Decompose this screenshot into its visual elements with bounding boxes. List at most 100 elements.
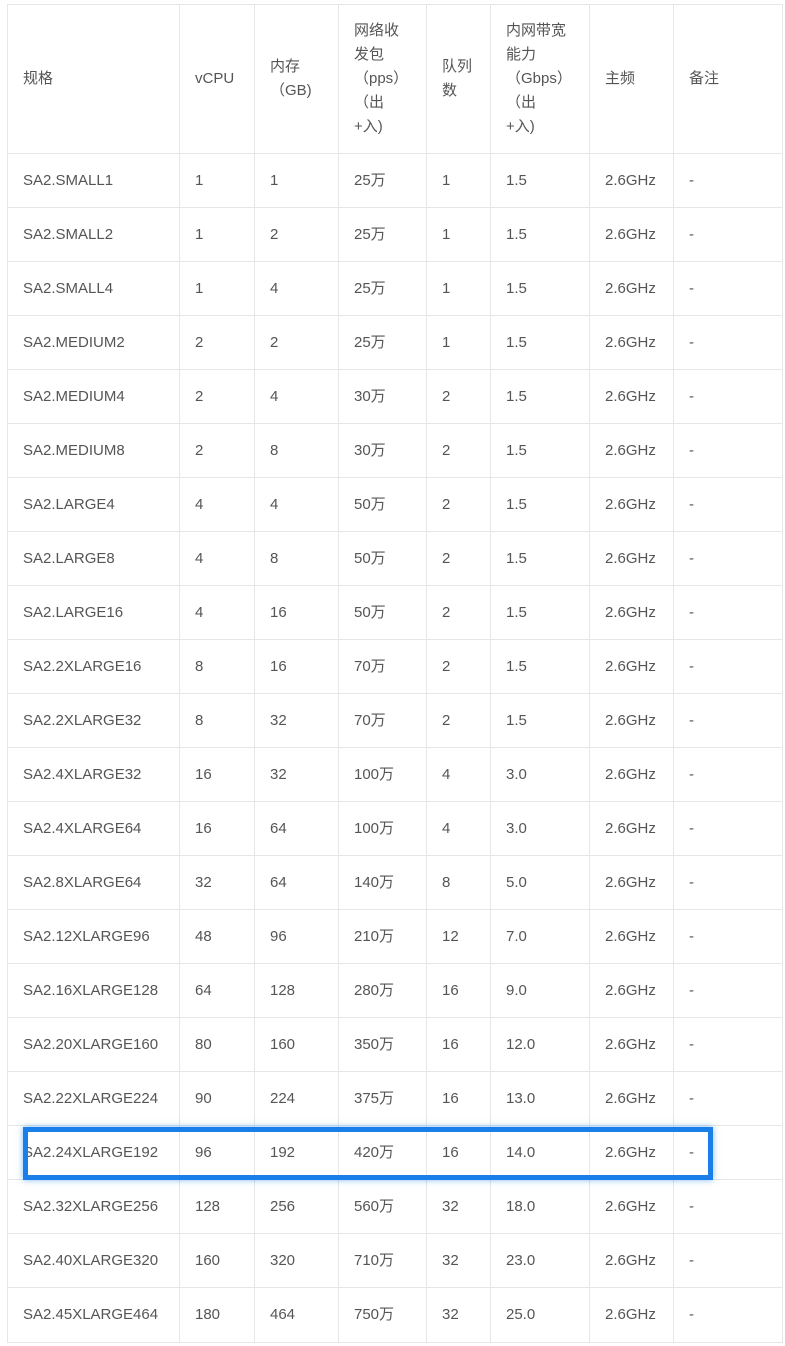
table-row: SA2.SMALL1 1 1 25万 1 1.5 2.6GHz -: [7, 153, 783, 208]
cell-frequency: 2.6GHz: [589, 315, 674, 370]
cell-bandwidth: 1.5: [490, 423, 590, 478]
cell-queues: 4: [426, 747, 491, 802]
cell-network-pps: 710万: [338, 1233, 427, 1288]
cell-vcpu: 4: [179, 531, 255, 586]
table-row: SA2.LARGE4 4 4 50万 2 1.5 2.6GHz -: [7, 477, 783, 532]
cell-remarks: -: [673, 1287, 783, 1343]
table-row: SA2.LARGE8 4 8 50万 2 1.5 2.6GHz -: [7, 531, 783, 586]
cell-spec: SA2.MEDIUM4: [7, 369, 180, 424]
cell-spec: SA2.SMALL1: [7, 153, 180, 208]
cell-memory: 1: [254, 153, 339, 208]
cell-network-pps: 210万: [338, 909, 427, 964]
cell-frequency: 2.6GHz: [589, 1071, 674, 1126]
cell-queues: 32: [426, 1179, 491, 1234]
table-row: SA2.22XLARGE224 90 224 375万 16 13.0 2.6GHz -: [7, 1071, 783, 1126]
cell-memory: 32: [254, 693, 339, 748]
cell-spec: SA2.LARGE8: [7, 531, 180, 586]
cell-memory: 8: [254, 531, 339, 586]
cell-spec: SA2.SMALL4: [7, 261, 180, 316]
cell-network-pps: 30万: [338, 423, 427, 478]
cell-queues: 2: [426, 531, 491, 586]
cell-spec: SA2.22XLARGE224: [7, 1071, 180, 1126]
cell-network-pps: 25万: [338, 153, 427, 208]
cell-network-pps: 350万: [338, 1017, 427, 1072]
cell-frequency: 2.6GHz: [589, 1017, 674, 1072]
cell-memory: 128: [254, 963, 339, 1018]
cell-vcpu: 1: [179, 207, 255, 262]
cell-bandwidth: 25.0: [490, 1287, 590, 1343]
cell-spec: SA2.24XLARGE192: [7, 1125, 180, 1180]
cell-memory: 224: [254, 1071, 339, 1126]
cell-spec: SA2.LARGE16: [7, 585, 180, 640]
cell-bandwidth: 1.5: [490, 369, 590, 424]
cell-bandwidth: 1.5: [490, 315, 590, 370]
cell-memory: 64: [254, 855, 339, 910]
cell-bandwidth: 1.5: [490, 153, 590, 208]
cell-remarks: -: [673, 639, 783, 694]
cell-vcpu: 96: [179, 1125, 255, 1180]
cell-network-pps: 560万: [338, 1179, 427, 1234]
cell-memory: 16: [254, 639, 339, 694]
cell-queues: 2: [426, 369, 491, 424]
header-frequency: 主频: [589, 4, 674, 154]
cell-memory: 320: [254, 1233, 339, 1288]
cell-memory: 32: [254, 747, 339, 802]
header-network-pps: 网络收 发包 （pps） （出 +入): [338, 4, 427, 154]
cell-remarks: -: [673, 1125, 783, 1180]
cell-network-pps: 25万: [338, 261, 427, 316]
cell-frequency: 2.6GHz: [589, 369, 674, 424]
cell-queues: 2: [426, 423, 491, 478]
cell-frequency: 2.6GHz: [589, 801, 674, 856]
cell-queues: 16: [426, 963, 491, 1018]
cell-spec: SA2.4XLARGE64: [7, 801, 180, 856]
cell-network-pps: 50万: [338, 477, 427, 532]
cell-bandwidth: 1.5: [490, 207, 590, 262]
cell-bandwidth: 18.0: [490, 1179, 590, 1234]
cell-network-pps: 420万: [338, 1125, 427, 1180]
cell-queues: 4: [426, 801, 491, 856]
cell-vcpu: 4: [179, 585, 255, 640]
cell-frequency: 2.6GHz: [589, 963, 674, 1018]
cell-remarks: -: [673, 1017, 783, 1072]
table-row: SA2.24XLARGE192 96 192 420万 16 14.0 2.6GHz -: [7, 1125, 783, 1180]
cell-network-pps: 70万: [338, 639, 427, 694]
cell-memory: 8: [254, 423, 339, 478]
cell-queues: 32: [426, 1287, 491, 1343]
table-row: SA2.2XLARGE32 8 32 70万 2 1.5 2.6GHz -: [7, 693, 783, 748]
cell-queues: 2: [426, 693, 491, 748]
cell-network-pps: 25万: [338, 315, 427, 370]
cell-memory: 4: [254, 477, 339, 532]
cell-network-pps: 100万: [338, 747, 427, 802]
cell-vcpu: 80: [179, 1017, 255, 1072]
cell-queues: 2: [426, 477, 491, 532]
cell-vcpu: 32: [179, 855, 255, 910]
cell-remarks: -: [673, 747, 783, 802]
cell-frequency: 2.6GHz: [589, 477, 674, 532]
cell-bandwidth: 14.0: [490, 1125, 590, 1180]
cell-queues: 1: [426, 207, 491, 262]
cell-vcpu: 16: [179, 801, 255, 856]
table-row: SA2.MEDIUM8 2 8 30万 2 1.5 2.6GHz -: [7, 423, 783, 478]
table-row: SA2.MEDIUM2 2 2 25万 1 1.5 2.6GHz -: [7, 315, 783, 370]
cell-remarks: -: [673, 369, 783, 424]
table-row: SA2.4XLARGE32 16 32 100万 4 3.0 2.6GHz -: [7, 747, 783, 802]
cell-frequency: 2.6GHz: [589, 153, 674, 208]
cell-frequency: 2.6GHz: [589, 1233, 674, 1288]
cell-spec: SA2.45XLARGE464: [7, 1287, 180, 1343]
table-row: SA2.2XLARGE16 8 16 70万 2 1.5 2.6GHz -: [7, 639, 783, 694]
cell-spec: SA2.8XLARGE64: [7, 855, 180, 910]
cell-vcpu: 2: [179, 369, 255, 424]
table-row: SA2.32XLARGE256 128 256 560万 32 18.0 2.6GHz -: [7, 1179, 783, 1234]
cell-vcpu: 160: [179, 1233, 255, 1288]
table-row: SA2.45XLARGE464 180 464 750万 32 25.0 2.6GHz -: [7, 1287, 783, 1343]
table-row: SA2.8XLARGE64 32 64 140万 8 5.0 2.6GHz -: [7, 855, 783, 910]
table-row: SA2.12XLARGE96 48 96 210万 12 7.0 2.6GHz -: [7, 909, 783, 964]
cell-memory: 16: [254, 585, 339, 640]
cell-memory: 4: [254, 261, 339, 316]
cell-frequency: 2.6GHz: [589, 747, 674, 802]
table-row: SA2.20XLARGE160 80 160 350万 16 12.0 2.6GHz -: [7, 1017, 783, 1072]
header-vcpu: vCPU: [179, 4, 255, 154]
cell-network-pps: 50万: [338, 585, 427, 640]
cell-remarks: -: [673, 1233, 783, 1288]
cell-frequency: 2.6GHz: [589, 855, 674, 910]
